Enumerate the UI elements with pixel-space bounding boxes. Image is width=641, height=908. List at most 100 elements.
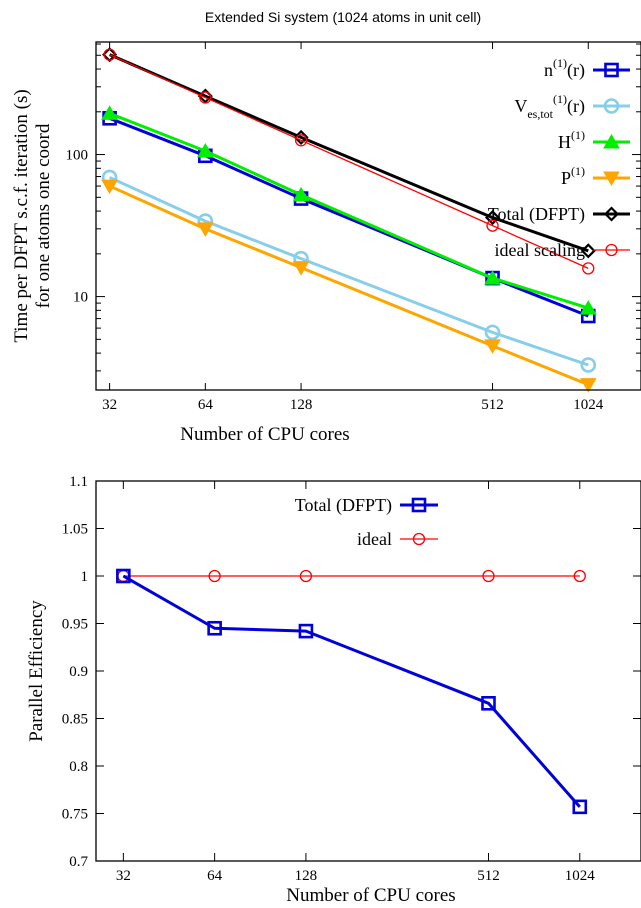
legend-key-marker	[412, 532, 426, 546]
bottom-y-tick-label: 0.8	[69, 759, 88, 775]
bottom-x-tick-label: 1024	[565, 868, 596, 884]
bottom-x-tick-label: 64	[207, 868, 223, 884]
data-point	[116, 568, 131, 584]
series-ideal	[117, 569, 586, 583]
data-point	[294, 134, 308, 147]
series-ves-tot-1-r	[101, 169, 597, 373]
legend-key-marker	[603, 98, 620, 114]
series-line	[109, 54, 589, 269]
legend-label: Ves,tot(1)(r)	[514, 92, 585, 121]
top-chart-ticks	[96, 42, 641, 390]
legend-entry-h-1: H(1)	[558, 128, 630, 152]
legend-key-marker	[411, 497, 427, 513]
data-point	[208, 569, 221, 583]
top-y-tick-label: 10	[73, 290, 88, 306]
bottom-plot-frame	[95, 480, 641, 862]
series-line	[108, 176, 589, 367]
data-point	[579, 300, 597, 315]
series-line	[122, 574, 581, 808]
top-x-tick-label: 1024	[573, 397, 604, 413]
top-y-axis-label-line2: for one atoms one coord	[33, 123, 54, 308]
top-x-tick-label: 64	[198, 397, 214, 413]
bottom-y-tick-label: 0.9	[69, 664, 88, 680]
bottom-chart-tick-labels: 32 64 128 512 1024 0.7 0.75 0.8 0.85 0.9 0.95 1 1.05…	[62, 474, 596, 884]
bottom-y-tick-label: 1.1	[69, 474, 88, 490]
data-point	[486, 219, 499, 232]
top-chart-legend: n(1)(r) Ves,tot(1)(r) H(1) P(1) Total (DFPT)…	[488, 56, 630, 260]
data-point	[580, 357, 597, 373]
bottom-chart-legend: Total (DFPT) ideal	[295, 495, 438, 549]
top-x-tick-label: 512	[481, 397, 504, 413]
legend-label: ideal	[357, 529, 392, 549]
data-point	[292, 261, 310, 276]
top-x-tick-label: 32	[102, 397, 117, 413]
top-x-axis-label: Number of CPU cores	[180, 424, 349, 445]
data-point	[293, 129, 309, 145]
data-point	[582, 262, 595, 275]
top-y-axis-label-line1: Time per DFPT s.c.f. iteration (s)	[11, 89, 32, 342]
data-point	[484, 339, 501, 354]
legend-label: n(1)(r)	[544, 56, 585, 81]
data-point	[482, 569, 495, 583]
data-point	[207, 620, 222, 636]
top-y-tick-label: 100	[66, 148, 89, 164]
bottom-y-tick-label: 0.95	[62, 617, 88, 633]
data-point	[298, 623, 314, 639]
data-point	[101, 105, 118, 120]
bottom-x-tick-label: 128	[295, 868, 318, 884]
bottom-y-tick-label: 0.75	[62, 807, 88, 823]
data-point	[103, 48, 116, 61]
bottom-chart-series	[116, 568, 588, 815]
bottom-x-axis-label: Number of CPU cores	[286, 885, 455, 906]
bottom-x-tick-label: 32	[116, 868, 131, 884]
legend-entry-p-1: P(1)	[561, 164, 630, 188]
data-point	[579, 378, 597, 393]
series-line	[109, 53, 589, 253]
legend-key-marker	[603, 171, 620, 187]
bottom-y-axis-label: Parallel Efficiency	[26, 600, 47, 742]
legend-label: Total (DFPT)	[295, 495, 392, 516]
data-point	[572, 799, 588, 815]
top-plot-frame	[95, 41, 641, 391]
data-point	[196, 222, 214, 237]
legend-entry-ideal: ideal	[357, 529, 438, 549]
legend-entry-total-dfpt: Total (DFPT)	[295, 495, 438, 516]
legend-label: H(1)	[558, 128, 585, 152]
data-point	[573, 569, 586, 583]
series-ideal-scaling	[103, 48, 595, 275]
bottom-y-tick-label: 1.05	[62, 522, 88, 538]
top-x-tick-label: 128	[290, 397, 313, 413]
legend-key-marker	[605, 243, 618, 257]
series-p-1	[101, 179, 597, 393]
legend-label: Total (DFPT)	[488, 204, 585, 225]
legend-key-marker	[604, 62, 619, 78]
data-point	[292, 186, 310, 202]
bottom-y-tick-label: 1	[81, 569, 89, 585]
data-point	[199, 91, 212, 104]
legend-entry-n-1-r: n(1)(r)	[544, 56, 630, 81]
bottom-x-tick-label: 512	[477, 868, 500, 884]
legend-label: ideal scaling	[495, 240, 585, 260]
bottom-y-tick-label: 0.7	[69, 854, 88, 870]
parallel-efficiency-chart: 32 64 128 512 1024 0.7 0.75 0.8 0.85 0.9 0.95 1 1.05…	[26, 474, 641, 906]
top-chart-series	[101, 47, 597, 393]
series-h-1	[101, 105, 597, 315]
data-point	[299, 569, 313, 583]
series-total-dfpt	[102, 47, 596, 259]
legend-entry-ves-tot-1-r: Ves,tot(1)(r)	[514, 92, 630, 121]
data-point	[484, 210, 501, 226]
legend-key-marker	[603, 133, 620, 149]
legend-key-marker	[603, 206, 620, 222]
legend-entry-ideal-scaling: ideal scaling	[495, 240, 630, 260]
data-point	[101, 179, 118, 195]
legend-entry-total-dfpt: Total (DFPT)	[488, 204, 630, 225]
legend-label: P(1)	[561, 164, 585, 188]
chart-title: Extended Si system (1024 atoms in unit c…	[205, 9, 481, 25]
data-point	[580, 243, 596, 259]
data-point	[481, 695, 496, 711]
data-point	[196, 142, 214, 158]
data-point	[484, 270, 501, 285]
series-total-dfpt	[116, 568, 588, 815]
